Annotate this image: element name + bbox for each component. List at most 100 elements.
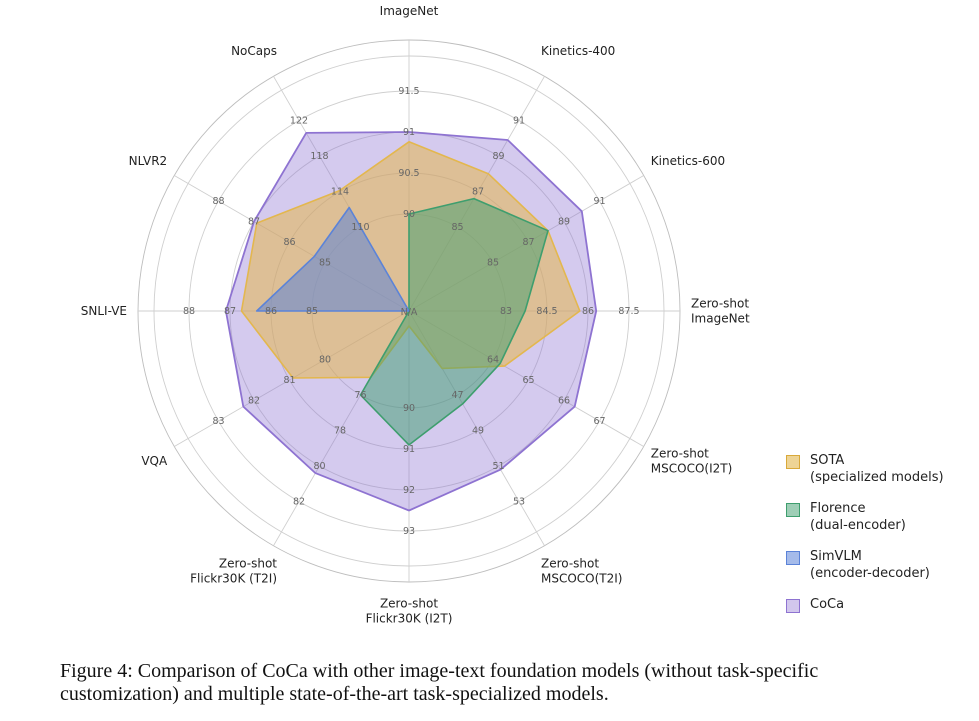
tick-label-axis1-1: 87 (472, 187, 484, 198)
tick-label-axis1-3: 91 (513, 116, 525, 127)
legend-sublabel-sota: (specialized models) (810, 470, 944, 485)
tick-label-axis7-1: 78 (334, 426, 346, 437)
axis-label-0: ImageNet (380, 4, 439, 18)
tick-label-axis3-1: 84.5 (536, 306, 557, 317)
axis-label-11-line-0: NoCaps (231, 44, 277, 58)
tick-label-axis3-0: 83 (500, 306, 512, 317)
axis-label-3-line-0: Zero-shot (691, 297, 749, 311)
tick-label-axis7-3: 82 (293, 497, 305, 508)
axis-label-5-line-0: Zero-shot (541, 556, 599, 570)
tick-label-axis2-2: 89 (558, 217, 570, 228)
tick-label-axis0-1: 90.5 (398, 168, 419, 179)
tick-label-axis10-0: 85 (319, 258, 331, 269)
legend-item-coca: CoCa (786, 596, 944, 613)
axis-label-9: SNLI-VE (81, 304, 127, 318)
caption-line-2: customization) and multiple state-of-the… (60, 683, 609, 705)
legend-label-florence: Florence (810, 501, 866, 516)
tick-label-axis4-0: 64 (487, 355, 499, 366)
axis-label-5: Zero-shot MSCOCO(T2I) (541, 556, 623, 585)
tick-label-axis9-0: 85 (306, 306, 318, 317)
axis-label-8: VQA (141, 454, 168, 468)
tick-label-axis1-2: 89 (492, 151, 504, 162)
legend-item-florence: Florence (dual-encoder) (786, 500, 944, 534)
tick-label-axis4-3: 67 (593, 416, 605, 427)
center-label: N/A (401, 307, 418, 318)
tick-label-axis9-3: 88 (183, 306, 195, 317)
tick-label-axis11-3: 122 (290, 116, 308, 127)
tick-label-axis5-2: 51 (492, 461, 504, 472)
axis-label-4-line-0: Zero-shot (651, 447, 709, 461)
axis-label-6-line-1: Flickr30K (I2T) (366, 612, 453, 626)
tick-label-axis0-2: 91 (403, 127, 415, 138)
tick-label-axis4-1: 65 (522, 375, 534, 386)
tick-label-axis10-3: 88 (212, 196, 224, 207)
tick-label-axis9-2: 87 (224, 306, 236, 317)
axis-label-6-line-0: Zero-shot (380, 597, 438, 611)
axis-label-7: Zero-shot Flickr30K (T2I) (190, 556, 277, 585)
tick-label-axis11-1: 114 (331, 187, 349, 198)
tick-label-axis8-0: 80 (319, 355, 331, 366)
radar-chart: 90 90.5 91 91.5 85 87 89 91 85 87 89 91 83 84.5 86 87.5… (81, 4, 750, 626)
tick-label-axis7-2: 80 (313, 461, 325, 472)
tick-label-axis3-2: 86 (582, 306, 594, 317)
axis-label-3-line-1: ImageNet (691, 312, 750, 326)
tick-label-axis6-0: 90 (403, 403, 415, 414)
axis-label-10-line-0: NLVR2 (129, 154, 168, 168)
tick-label-axis10-2: 87 (248, 217, 260, 228)
legend-item-sota: SOTA (specialized models) (786, 452, 944, 486)
series-polygon-simvlm (255, 206, 410, 312)
tick-label-axis7-0: 76 (354, 390, 366, 401)
tick-label-axis9-1: 86 (265, 306, 277, 317)
axis-label-0-line-0: ImageNet (380, 4, 439, 18)
axis-label-4-line-1: MSCOCO(I2T) (651, 462, 733, 476)
axis-label-4: Zero-shot MSCOCO(I2T) (651, 447, 733, 476)
tick-label-axis8-3: 83 (212, 416, 224, 427)
axis-label-6: Zero-shot Flickr30K (I2T) (366, 597, 453, 626)
tick-label-axis8-1: 81 (283, 375, 295, 386)
tick-label-axis4-2: 66 (558, 396, 570, 407)
legend-sublabel-florence: (dual-encoder) (810, 518, 906, 533)
tick-label-axis1-0: 85 (451, 222, 463, 233)
axis-label-5-line-1: MSCOCO(T2I) (541, 571, 623, 585)
tick-label-axis5-1: 49 (472, 426, 484, 437)
tick-label-axis0-3: 91.5 (398, 86, 419, 97)
axis-label-1: Kinetics-400 (541, 44, 615, 58)
tick-label-axis6-1: 91 (403, 444, 415, 455)
tick-label-axis6-2: 92 (403, 485, 415, 496)
tick-label-axis2-1: 87 (522, 237, 534, 248)
tick-label-axis11-2: 118 (310, 151, 328, 162)
tick-label-axis5-3: 53 (513, 497, 525, 508)
axis-label-7-line-0: Zero-shot (219, 556, 277, 570)
axis-label-1-line-0: Kinetics-400 (541, 44, 615, 58)
axis-label-7-line-1: Flickr30K (T2I) (190, 571, 277, 585)
tick-label-axis3-3: 87.5 (618, 306, 639, 317)
tick-label-axis10-1: 86 (283, 237, 295, 248)
tick-label-axis2-0: 85 (487, 258, 499, 269)
tick-label-axis8-2: 82 (248, 396, 260, 407)
legend-label-sota: SOTA (810, 453, 845, 468)
legend-swatch-sota (786, 455, 800, 469)
legend-item-simvlm: SimVLM (encoder-decoder) (786, 548, 944, 582)
axis-label-8-line-0: VQA (141, 454, 168, 468)
axis-label-10: NLVR2 (129, 154, 168, 168)
legend: SOTA (specialized models) Florence (dual… (786, 452, 944, 627)
axis-label-11: NoCaps (231, 44, 277, 58)
axis-label-9-line-0: SNLI-VE (81, 304, 127, 318)
caption-line-1: Figure 4: Comparison of CoCa with other … (60, 660, 819, 682)
tick-label-axis0-0: 90 (403, 209, 415, 220)
tick-label-axis2-3: 91 (593, 196, 605, 207)
figure-caption: Figure 4: Comparison of CoCa with other … (60, 660, 975, 706)
legend-swatch-simvlm (786, 551, 800, 565)
series-polygon-florence (359, 197, 549, 446)
legend-sublabel-simvlm: (encoder-decoder) (810, 566, 930, 581)
axis-label-3: Zero-shot ImageNet (691, 297, 750, 326)
tick-label-axis11-0: 110 (351, 222, 369, 233)
legend-swatch-florence (786, 503, 800, 517)
axis-label-2-line-0: Kinetics-600 (651, 154, 725, 168)
legend-label-coca: CoCa (810, 597, 845, 612)
tick-label-axis5-0: 47 (451, 390, 463, 401)
legend-label-simvlm: SimVLM (810, 549, 862, 564)
axis-label-2: Kinetics-600 (651, 154, 725, 168)
legend-swatch-coca (786, 599, 800, 613)
tick-label-axis6-3: 93 (403, 526, 415, 537)
